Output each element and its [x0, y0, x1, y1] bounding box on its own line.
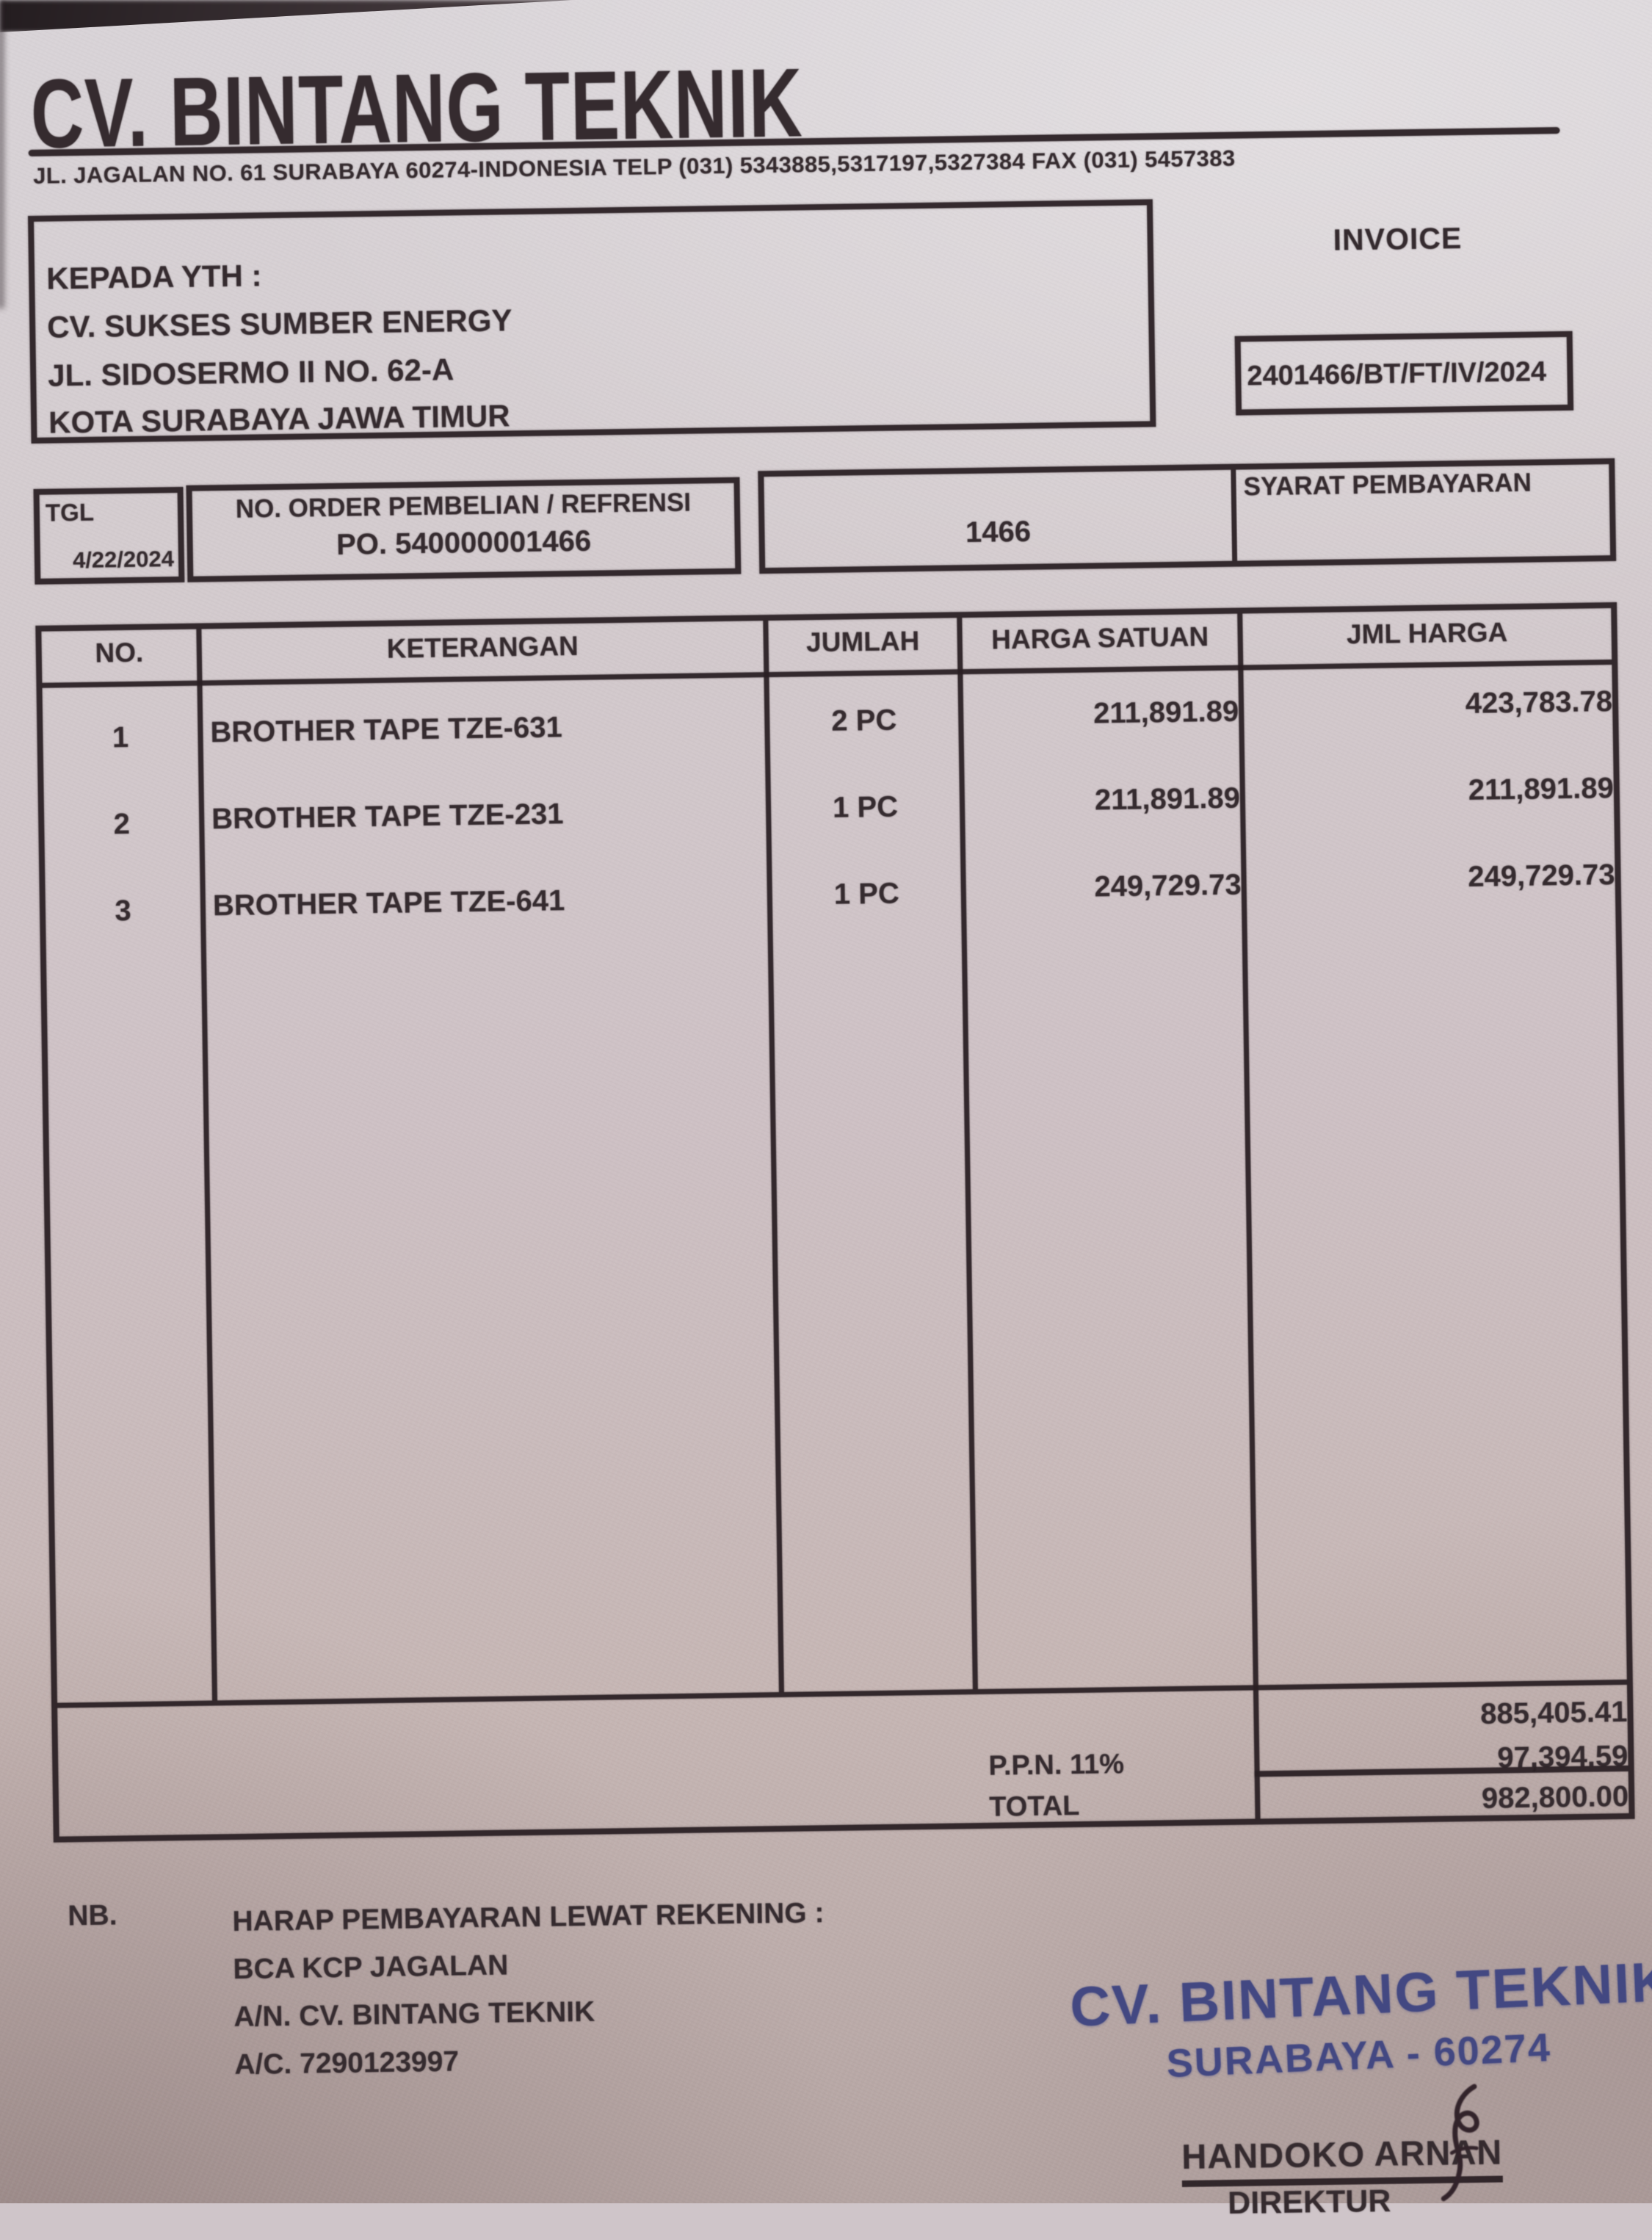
item-qty: 1 PC: [833, 877, 900, 911]
item-qty: 1 PC: [832, 790, 899, 824]
recipient-name: CV. SUKSES SUMBER ENERGY: [46, 303, 512, 344]
reference-cell: 1466: [764, 470, 1232, 568]
payment-note-line2: BCA KCP JAGALAN: [233, 1949, 509, 1986]
item-amount: 211,891.89: [1468, 772, 1615, 806]
item-unit-price: 211,891.89: [1093, 695, 1239, 730]
subtotal-value: 885,405.41: [1479, 1695, 1628, 1730]
recipient-address-line1: JL. SIDOSERMO II NO. 62-A: [47, 352, 454, 393]
column-divider-2: [763, 621, 784, 1693]
date-box: TGL 4/22/2024: [33, 486, 185, 585]
payment-note-line4: A/C. 7290123997: [234, 2045, 460, 2081]
date-value: 4/22/2024: [72, 546, 175, 574]
recipient-box: KEPADA YTH : CV. SUKSES SUMBER ENERGY JL…: [27, 199, 1156, 444]
invoice-number: 2401466/BT/FT/IV/2024: [1247, 356, 1547, 392]
po-value: PO. 540000001466: [336, 524, 592, 561]
items-table: NO. KETERANGAN JUMLAH HARGA SATUAN JML H…: [35, 601, 1635, 1843]
item-no: 2: [113, 808, 131, 841]
photo-edge-left-shadow: [0, 0, 4, 308]
reference-terms-box: 1466 SYARAT PEMBAYARAN: [758, 458, 1617, 574]
item-qty: 2 PC: [831, 704, 897, 737]
item-description: BROTHER TAPE TZE-631: [210, 711, 563, 749]
table-header-description: KETERANGAN: [386, 630, 579, 664]
item-description: BROTHER TAPE TZE-231: [211, 798, 564, 836]
nb-label: NB.: [68, 1899, 117, 1932]
item-amount: 423,783.78: [1465, 685, 1613, 720]
recipient-label: KEPADA YTH :: [46, 258, 262, 296]
terms-label: SYARAT PEMBAYARAN: [1243, 468, 1532, 502]
item-unit-price: 249,729.73: [1094, 868, 1242, 903]
payment-note-line1: HARAP PEMBAYARAN LEWAT REKENING :: [232, 1897, 825, 1938]
recipient-address-line2: KOTA SURABAYA JAWA TIMUR: [48, 398, 510, 440]
tax-label: P.P.N. 11%: [988, 1749, 1125, 1782]
po-box: NO. ORDER PEMBELIAN / REFRENSI PO. 54000…: [186, 477, 742, 582]
payment-note-line3: A/N. CV. BINTANG TEKNIK: [233, 1995, 595, 2034]
column-divider-3: [957, 618, 978, 1690]
invoice-number-box: 2401466/BT/FT/IV/2024: [1234, 330, 1574, 416]
table-header-qty: JUMLAH: [805, 626, 920, 658]
item-unit-price: 211,891.89: [1094, 781, 1241, 817]
total-label: TOTAL: [988, 1790, 1080, 1823]
item-no: 3: [115, 895, 131, 928]
po-label: NO. ORDER PEMBELIAN / REFRENSI: [235, 488, 692, 524]
company-stamp: CV. BINTANG TEKNIK SURABAYA - 60274: [1069, 1951, 1652, 2090]
payment-note: HARAP PEMBAYARAN LEWAT REKENING : BCA KC…: [232, 1889, 827, 2089]
invoice-title: INVOICE: [1333, 221, 1463, 257]
date-label: TGL: [45, 498, 95, 527]
table-header-no: NO.: [95, 637, 144, 668]
total-value: 982,800.00: [1481, 1780, 1629, 1815]
signature-mark: [1441, 2084, 1479, 2202]
item-amount: 249,729.73: [1468, 859, 1615, 893]
table-header-amount: JML HARGA: [1346, 617, 1508, 650]
column-divider-1: [196, 629, 218, 1701]
reference-value: 1466: [965, 515, 1032, 549]
terms-cell: SYARAT PEMBAYARAN: [1231, 464, 1611, 561]
signer-title: DIREKTUR: [1227, 2183, 1391, 2222]
table-header-unit-price: HARGA SATUAN: [990, 621, 1209, 655]
item-no: 1: [112, 721, 129, 754]
item-description: BROTHER TAPE TZE-641: [212, 884, 565, 922]
